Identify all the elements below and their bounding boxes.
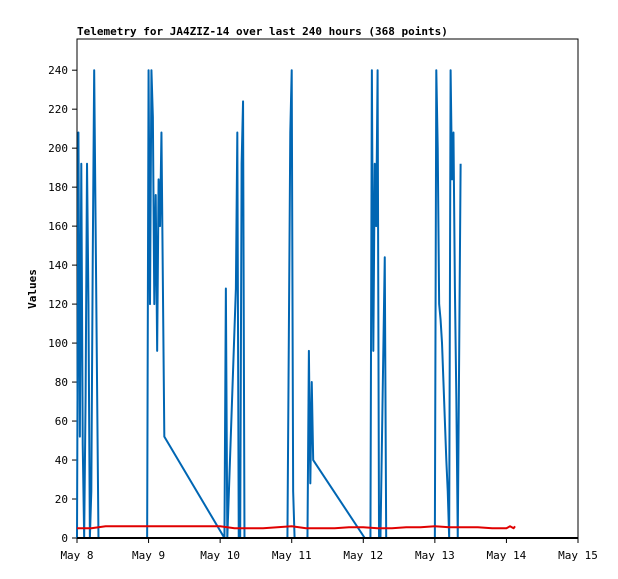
x-tick-label: May 9 [132,549,165,562]
x-tick-label: May 13 [415,549,455,562]
y-tick-label: 0 [61,532,68,545]
y-tick-label: 100 [48,337,68,350]
chart-title: Telemetry for JA4ZIZ-14 over last 240 ho… [77,25,448,38]
y-tick-label: 80 [55,376,68,389]
y-tick-label: 120 [48,298,68,311]
x-tick-label: May 14 [487,549,527,562]
y-tick-label: 180 [48,181,68,194]
y-tick-label: 240 [48,64,68,77]
y-tick-label: 20 [55,493,68,506]
x-tick-label: May 10 [200,549,240,562]
y-tick-label: 160 [48,220,68,233]
series-line-red-2 [77,525,516,530]
x-tick-label: May 11 [272,549,312,562]
series-layer [76,69,516,539]
x-tick-label: May 8 [60,549,93,562]
y-tick-label: 40 [55,454,68,467]
x-tick-label: May 15 [558,549,598,562]
series-line-blue-1 [369,69,462,539]
y-axis: 0 20 40 60 80 100 120 140 160 180 200 220 240 [48,64,77,545]
y-tick-label: 200 [48,142,68,155]
y-axis-label: Values [26,269,39,309]
y-tick-label: 140 [48,259,68,272]
series-line-blue-0 [76,69,461,539]
x-axis: May 8 May 9 May 10 May 11 May 12 May 13 May 14… [60,538,598,562]
y-tick-label: 60 [55,415,68,428]
y-tick-label: 220 [48,103,68,116]
x-tick-label: May 12 [343,549,383,562]
